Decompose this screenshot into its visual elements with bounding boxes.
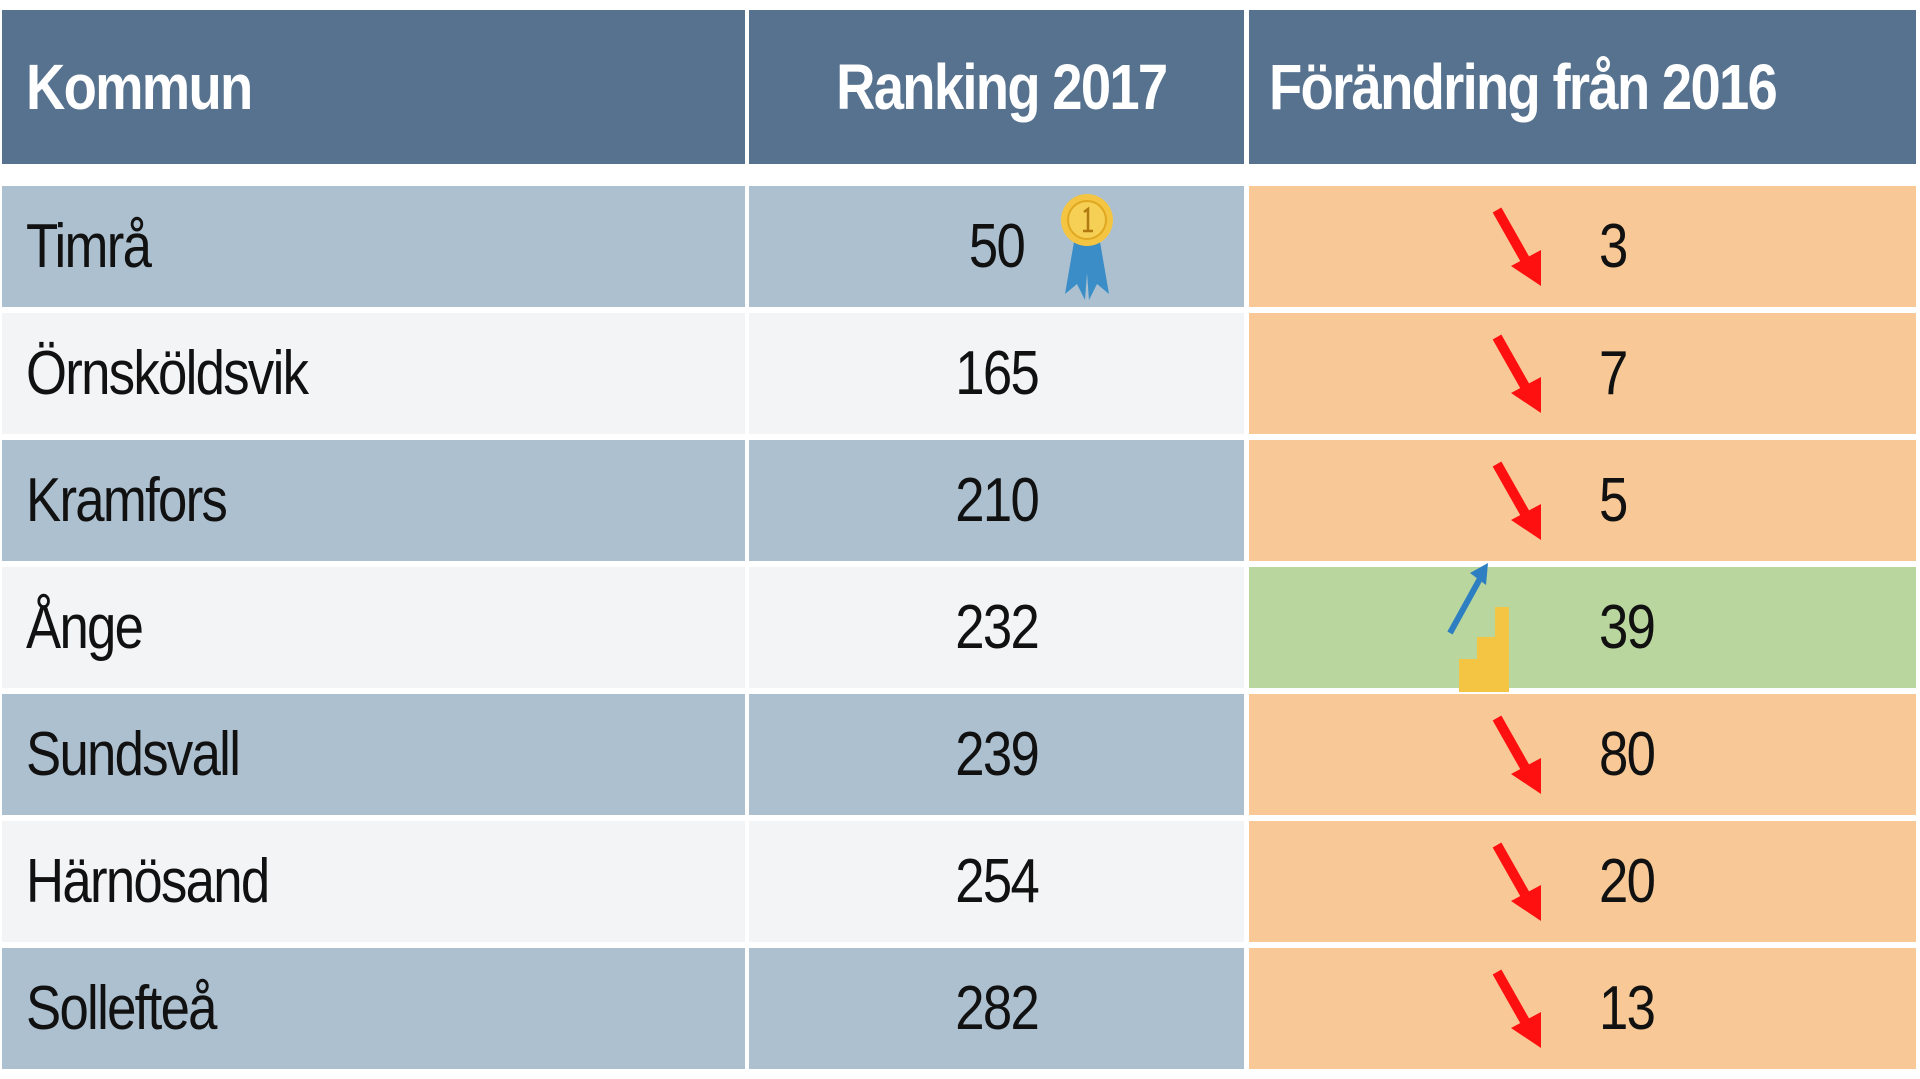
ranking-cell: 232 [749,567,1244,688]
change-cell-text: 20 [1599,847,1656,916]
header-cell: Ranking 2017 [749,10,1244,164]
ranking-cell: 210 [749,440,1244,561]
ranking-cell-text: 239 [955,720,1040,789]
kommun-cell-text: Timrå [26,212,152,281]
change-cell-text: 80 [1599,720,1656,789]
ranking-cell-text: 254 [955,847,1040,916]
change-cell: 20 [1249,821,1916,942]
header-cell: Förändring från 2016 [1249,10,1916,164]
ranking-cell: 50 [749,186,1244,307]
down-arrow-icon [1492,969,1541,1048]
change-cell-text: 13 [1599,974,1656,1043]
change-cell-text: 39 [1599,593,1656,662]
ranking-cell-text: 282 [955,974,1040,1043]
kommun-cell-text: Härnösand [26,847,270,916]
down-arrow-icon [1492,842,1541,921]
ranking-cell: 165 [749,313,1244,434]
medal-icon [1061,194,1113,300]
kommun-cell: Ånge [2,567,745,688]
change-cell: 7 [1249,313,1916,434]
down-arrow-icon [1492,715,1541,794]
ranking-cell-text: 232 [955,593,1040,662]
ranking-cell-text: 210 [955,466,1040,535]
kommun-cell: Timrå [2,186,745,307]
kommun-cell: Örnsköldsvik [2,313,745,434]
change-cell-text: 7 [1599,339,1628,408]
down-arrow-icon [1492,461,1541,540]
ranking-cell-text: 165 [955,339,1040,408]
kommun-cell-text: Sundsvall [26,720,241,789]
up-arrow-icon [1447,563,1488,635]
ranking-cell-text: 50 [968,212,1026,281]
change-cell: 3 [1249,186,1916,307]
kommun-cell-text: Ånge [26,593,144,662]
change-cell-text: 3 [1599,212,1628,281]
change-cell: 39 [1249,563,1916,692]
header-cell-text: Förändring från 2016 [1269,51,1778,123]
header-cell-text: Ranking 2017 [836,51,1168,123]
header-cell-text: Kommun [26,51,253,123]
change-cell-text: 5 [1599,466,1628,535]
kommun-cell: Sundsvall [2,694,745,815]
kommun-cell-text: Örnsköldsvik [26,339,309,408]
steps-icon [1459,607,1509,692]
change-cell: 13 [1249,948,1916,1069]
kommun-cell: Härnösand [2,821,745,942]
header-cell: Kommun [2,10,745,164]
ranking-cell: 254 [749,821,1244,942]
change-cell: 80 [1249,694,1916,815]
down-arrow-icon [1492,207,1541,286]
down-arrow-icon [1492,334,1541,413]
kommun-cell: Kramfors [2,440,745,561]
kommun-cell-text: Sollefteå [26,974,217,1043]
kommun-cell: Sollefteå [2,948,745,1069]
ranking-cell: 239 [749,694,1244,815]
ranking-cell: 282 [749,948,1244,1069]
kommun-cell-text: Kramfors [26,466,228,535]
change-cell: 5 [1249,440,1916,561]
